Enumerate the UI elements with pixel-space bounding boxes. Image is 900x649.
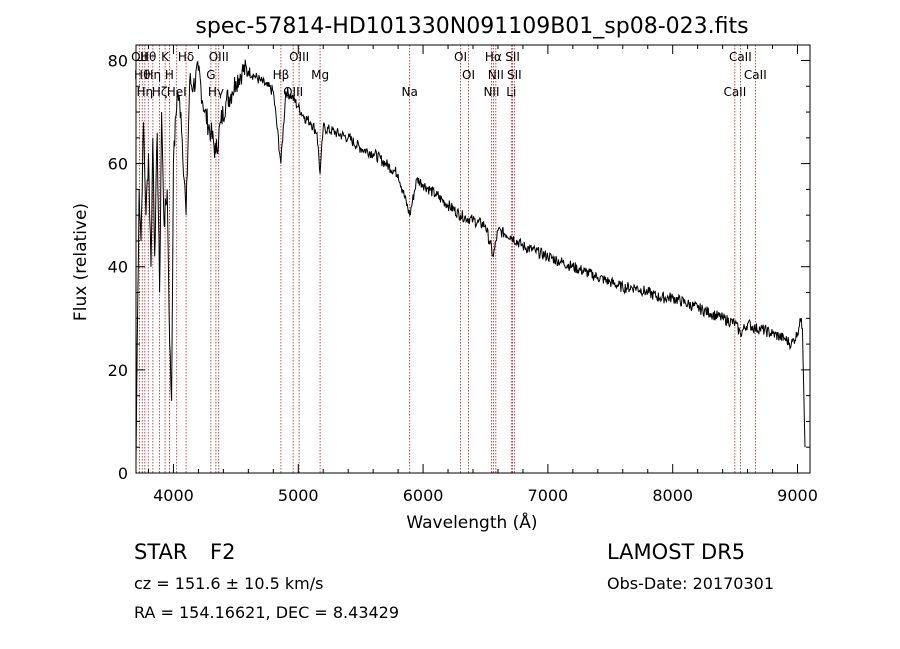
- plot-frame: [135, 44, 811, 474]
- object-class: STAR: [134, 540, 188, 564]
- chart-title: spec-57814-HD101330N091109B01_sp08-023.f…: [195, 14, 748, 39]
- redshift-velocity: cz = 151.6 ± 10.5 km/s: [134, 574, 324, 593]
- line-label: Hθ: [140, 50, 156, 64]
- y-axis-ticks: 0 20 40 60 80: [108, 51, 810, 483]
- line-label: SII: [505, 50, 520, 64]
- line-label: NII: [488, 68, 504, 82]
- line-label: Hη: [145, 68, 162, 82]
- y-tick-label: 80: [108, 51, 128, 70]
- x-tick-label: 4000: [153, 486, 194, 505]
- survey-name: LAMOST DR5: [607, 540, 746, 564]
- line-label: Hη: [137, 85, 154, 99]
- line-label: CaII: [723, 85, 746, 99]
- x-tick-label: 8000: [652, 486, 693, 505]
- line-label: Mg: [311, 68, 329, 82]
- line-label: Hβ: [273, 68, 290, 82]
- x-tick-label: 6000: [403, 486, 444, 505]
- line-label: OI: [462, 68, 475, 82]
- line-label: OIII: [289, 50, 309, 64]
- x-tick-label: 9000: [777, 486, 818, 505]
- spectral-line-labels: OIIHθHηHθHηHζKHHeIHδGHγOIIIHβOIIIOIIIMgN…: [131, 50, 767, 99]
- spectral-line-markers: [138, 45, 756, 473]
- line-label: Hθ: [134, 68, 150, 82]
- line-label: Li: [506, 85, 516, 99]
- coordinates: RA = 154.16621, DEC = 8.43429: [134, 603, 400, 622]
- spectrum-line: [135, 59, 806, 463]
- x-tick-label: 5000: [278, 486, 319, 505]
- y-tick-label: 20: [108, 361, 128, 380]
- line-label: Na: [402, 85, 418, 99]
- line-label: Hγ: [208, 85, 224, 99]
- line-label: CaII: [744, 68, 767, 82]
- y-tick-label: 40: [108, 258, 128, 277]
- observation-date: Obs-Date: 20170301: [607, 574, 775, 593]
- x-axis-label: Wavelength (Å): [406, 511, 537, 533]
- line-label: CaII: [729, 50, 752, 64]
- line-label: G: [206, 68, 215, 82]
- y-tick-label: 0: [118, 464, 128, 483]
- line-label: K: [161, 50, 170, 64]
- y-tick-label: 60: [108, 155, 128, 174]
- object-subclass: F2: [210, 540, 236, 564]
- line-label: Hδ: [178, 50, 194, 64]
- x-axis-ticks: 4000 5000 6000 7000 8000 9000: [147, 45, 818, 505]
- line-label: Hα: [485, 50, 502, 64]
- line-label: NII: [483, 85, 499, 99]
- y-axis-label: Flux (relative): [71, 203, 91, 321]
- line-label: OI: [454, 50, 467, 64]
- line-label: SII: [507, 68, 522, 82]
- line-label: Hζ: [152, 85, 168, 99]
- line-label: H: [165, 68, 174, 82]
- line-label: OIII: [209, 50, 229, 64]
- x-tick-label: 7000: [528, 486, 569, 505]
